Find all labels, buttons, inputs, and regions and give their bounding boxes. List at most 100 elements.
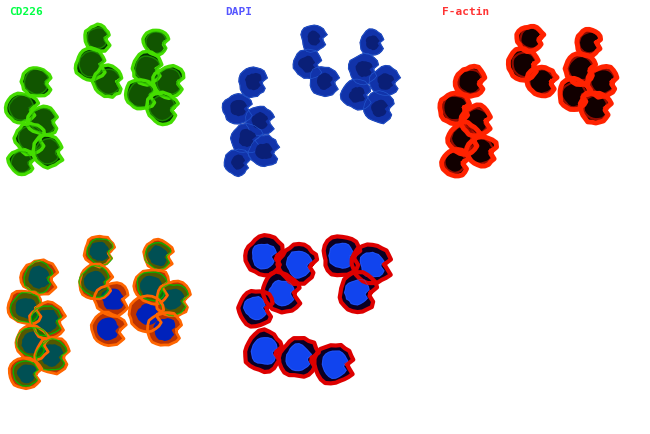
Polygon shape [367,37,379,50]
Polygon shape [84,237,114,267]
Polygon shape [310,68,339,97]
Polygon shape [85,25,110,52]
Polygon shape [16,299,36,319]
Polygon shape [378,75,393,90]
Text: No Primary antibody: No Primary antibody [226,224,337,233]
Text: b: b [227,191,239,208]
Polygon shape [79,266,109,298]
Polygon shape [150,96,175,122]
Polygon shape [79,52,103,78]
Polygon shape [24,261,53,294]
Polygon shape [352,245,391,283]
Polygon shape [88,29,108,49]
Text: CD226: CD226 [8,7,42,16]
Polygon shape [322,351,348,378]
Polygon shape [143,31,168,56]
Polygon shape [246,107,274,136]
Polygon shape [580,94,612,124]
Polygon shape [149,246,167,266]
Polygon shape [42,345,62,366]
Polygon shape [159,285,188,316]
Polygon shape [25,69,49,95]
Polygon shape [256,145,272,159]
Polygon shape [246,75,261,90]
Polygon shape [224,150,251,177]
Polygon shape [231,102,246,116]
Polygon shape [8,292,41,324]
Polygon shape [144,240,174,271]
Polygon shape [90,243,108,261]
Polygon shape [87,239,113,266]
Polygon shape [341,80,371,111]
Polygon shape [360,253,384,277]
Polygon shape [146,33,166,54]
Polygon shape [318,74,332,90]
Polygon shape [348,54,378,85]
Polygon shape [466,138,497,167]
Polygon shape [36,311,58,332]
Polygon shape [356,62,372,77]
Polygon shape [301,26,327,53]
Text: c: c [444,191,454,208]
Polygon shape [315,345,354,384]
Polygon shape [441,150,469,177]
Polygon shape [252,338,277,364]
Polygon shape [98,319,118,340]
Polygon shape [340,273,377,312]
Polygon shape [157,281,190,316]
Polygon shape [137,273,167,302]
Polygon shape [278,244,317,284]
Polygon shape [324,237,360,276]
Polygon shape [22,332,42,353]
Polygon shape [252,113,267,129]
Polygon shape [94,283,128,317]
Polygon shape [80,264,113,299]
Polygon shape [36,339,67,370]
Text: DAPI: DAPI [226,7,252,16]
Polygon shape [11,152,31,173]
Polygon shape [369,66,400,96]
Polygon shape [238,291,272,327]
Polygon shape [560,79,591,110]
Polygon shape [34,338,70,374]
Polygon shape [129,296,164,332]
Polygon shape [268,281,294,306]
Polygon shape [9,358,42,389]
Polygon shape [16,328,47,358]
Polygon shape [125,81,155,109]
Polygon shape [75,49,105,81]
Polygon shape [18,365,36,383]
Polygon shape [244,297,266,320]
Polygon shape [239,68,267,99]
Polygon shape [10,293,41,323]
Polygon shape [329,244,354,269]
Text: a: a [11,191,22,208]
Polygon shape [148,313,181,345]
Polygon shape [31,306,61,336]
Polygon shape [13,361,38,386]
Polygon shape [231,124,263,153]
Polygon shape [287,252,312,278]
Polygon shape [286,344,311,371]
Polygon shape [248,136,280,167]
Polygon shape [31,109,55,135]
Polygon shape [21,260,58,295]
Polygon shape [16,326,49,361]
Polygon shape [588,67,617,98]
Polygon shape [372,101,387,117]
Polygon shape [6,94,38,124]
Polygon shape [222,95,252,125]
Polygon shape [84,272,105,292]
Polygon shape [363,92,394,124]
Polygon shape [448,123,480,155]
Polygon shape [134,270,168,305]
Polygon shape [136,304,157,325]
Polygon shape [9,96,33,121]
Text: Composite: Composite [8,224,70,233]
Polygon shape [360,30,384,56]
Polygon shape [18,126,42,151]
Polygon shape [153,66,184,99]
Text: F-actin: F-actin [442,7,489,16]
Polygon shape [577,30,601,57]
Polygon shape [154,319,174,341]
